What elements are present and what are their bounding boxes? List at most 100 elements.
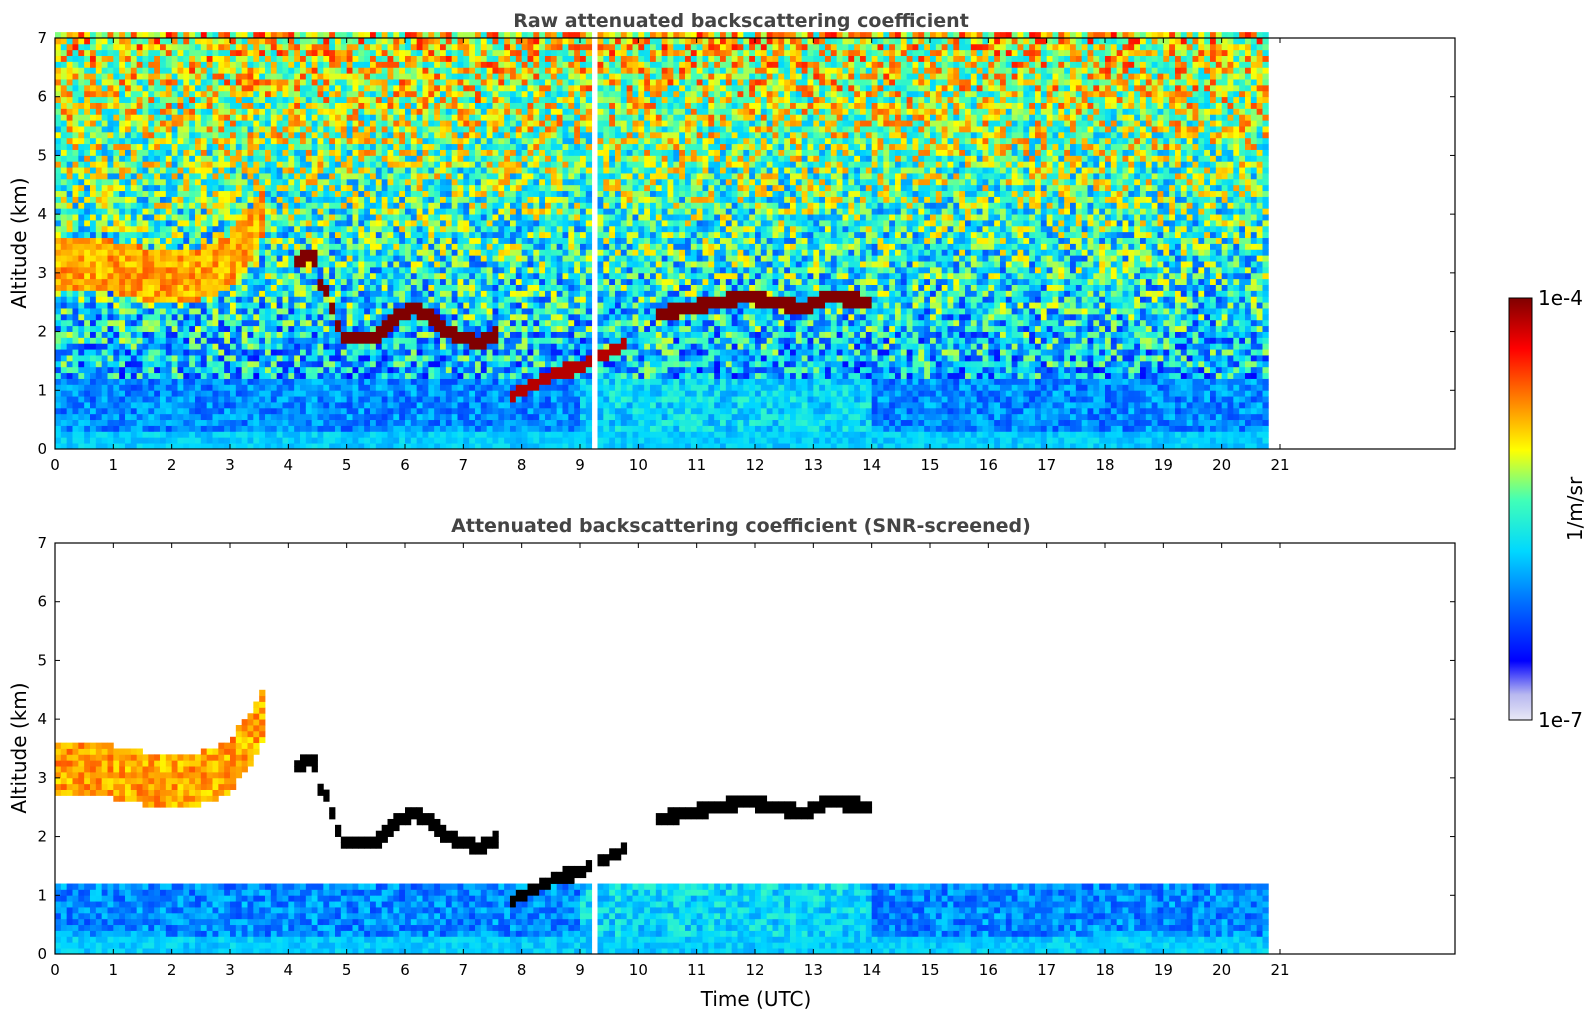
- heatmap-cell: [428, 443, 435, 450]
- heatmap-cell: [136, 73, 143, 80]
- heatmap-cell: [253, 284, 260, 291]
- heatmap-cell: [142, 349, 149, 356]
- heatmap-cell: [358, 366, 365, 374]
- heatmap-cell: [259, 55, 266, 62]
- heatmap-cell: [305, 137, 313, 145]
- heatmap-cell: [294, 402, 301, 409]
- heatmap-cell: [288, 431, 295, 438]
- heatmap-cell: [224, 360, 231, 368]
- heatmap-cell: [457, 149, 464, 156]
- heatmap-cell: [241, 443, 248, 450]
- heatmap-cell: [375, 96, 383, 103]
- heatmap-cell: [457, 120, 464, 127]
- heatmap-cell: [130, 431, 138, 438]
- heatmap-cell: [212, 149, 219, 156]
- heatmap-cell: [130, 419, 138, 426]
- heatmap-cell: [113, 67, 120, 74]
- heatmap-cell: [224, 149, 231, 156]
- heatmap-cell: [335, 131, 342, 139]
- heatmap-cell: [265, 366, 272, 374]
- heatmap-cell: [247, 419, 254, 426]
- heatmap-cell: [241, 266, 248, 274]
- heatmap-cell: [78, 237, 85, 244]
- heatmap-cell: [329, 302, 336, 309]
- heatmap-cell: [340, 32, 348, 39]
- heatmap-cell: [410, 73, 418, 80]
- heatmap-cell: [66, 108, 73, 115]
- heatmap-cell: [311, 349, 318, 356]
- heatmap-cell: [107, 90, 114, 98]
- heatmap-cell: [416, 366, 423, 374]
- heatmap-cell: [195, 102, 202, 109]
- heatmap-cell: [177, 396, 184, 403]
- heatmap-cell: [440, 266, 447, 274]
- heatmap-cell: [399, 425, 406, 432]
- heatmap-cell: [364, 419, 371, 426]
- heatmap-cell: [235, 167, 243, 174]
- heatmap-cell: [358, 261, 365, 268]
- heatmap-cell: [206, 32, 213, 39]
- heatmap-cell: [381, 355, 388, 362]
- heatmap-cell: [212, 49, 219, 57]
- heatmap-cell: [399, 372, 406, 379]
- heatmap-cell: [253, 220, 260, 227]
- heatmap-cell: [375, 208, 383, 215]
- heatmap-cell: [451, 366, 458, 374]
- heatmap-cell: [224, 266, 231, 274]
- heatmap-cell: [375, 178, 383, 186]
- heatmap-cell: [60, 425, 68, 432]
- heatmap-cell: [171, 407, 178, 415]
- heatmap-cell: [428, 120, 435, 127]
- heatmap-cell: [107, 202, 114, 209]
- heatmap-cell: [346, 272, 353, 280]
- heatmap-cell: [78, 296, 85, 303]
- heatmap-cell: [329, 355, 336, 362]
- heatmap-cell: [457, 290, 464, 297]
- heatmap-cell: [235, 67, 243, 74]
- heatmap-cell: [399, 325, 406, 332]
- heatmap-cell: [189, 302, 196, 309]
- heatmap-cell: [434, 61, 441, 68]
- heatmap-cell: [119, 425, 126, 432]
- heatmap-cell: [136, 390, 143, 397]
- heatmap-cell: [107, 184, 114, 192]
- heatmap-cell: [171, 325, 178, 332]
- heatmap-cell: [346, 331, 353, 338]
- heatmap-cell: [445, 131, 453, 139]
- heatmap-cell: [72, 225, 79, 233]
- heatmap-cell: [387, 443, 394, 450]
- heatmap-cell: [364, 313, 371, 321]
- heatmap-cell: [352, 137, 359, 145]
- heatmap-cell: [165, 96, 173, 103]
- heatmap-cell: [270, 137, 278, 145]
- heatmap-cell: [78, 402, 85, 409]
- heatmap-cell: [434, 384, 441, 391]
- heatmap-cell: [195, 378, 202, 385]
- heatmap-cell: [317, 413, 324, 421]
- heatmap-cell: [259, 90, 266, 98]
- heatmap-cell: [183, 214, 190, 221]
- heatmap-cell: [300, 167, 307, 174]
- heatmap-cell: [165, 378, 173, 385]
- heatmap-cell: [399, 272, 406, 280]
- heatmap-cell: [387, 167, 394, 174]
- heatmap-cell: [119, 355, 126, 362]
- heatmap-cell: [317, 372, 324, 379]
- heatmap-cell: [463, 331, 470, 338]
- heatmap-cell: [358, 378, 365, 385]
- heatmap-cell: [212, 249, 219, 256]
- heatmap-cell: [259, 225, 266, 233]
- heatmap-cell: [241, 366, 248, 374]
- heatmap-cell: [119, 173, 126, 180]
- heatmap-cell: [130, 355, 138, 362]
- heatmap-cell: [346, 325, 353, 332]
- heatmap-cell: [125, 407, 132, 415]
- heatmap-cell: [358, 384, 365, 391]
- heatmap-cell: [340, 231, 348, 239]
- heatmap-cell: [346, 102, 353, 109]
- heatmap-cell: [136, 372, 143, 379]
- heatmap-cell: [393, 249, 400, 256]
- heatmap-cell: [276, 178, 283, 186]
- heatmap-cell: [364, 437, 371, 444]
- heatmap-cell: [422, 214, 429, 221]
